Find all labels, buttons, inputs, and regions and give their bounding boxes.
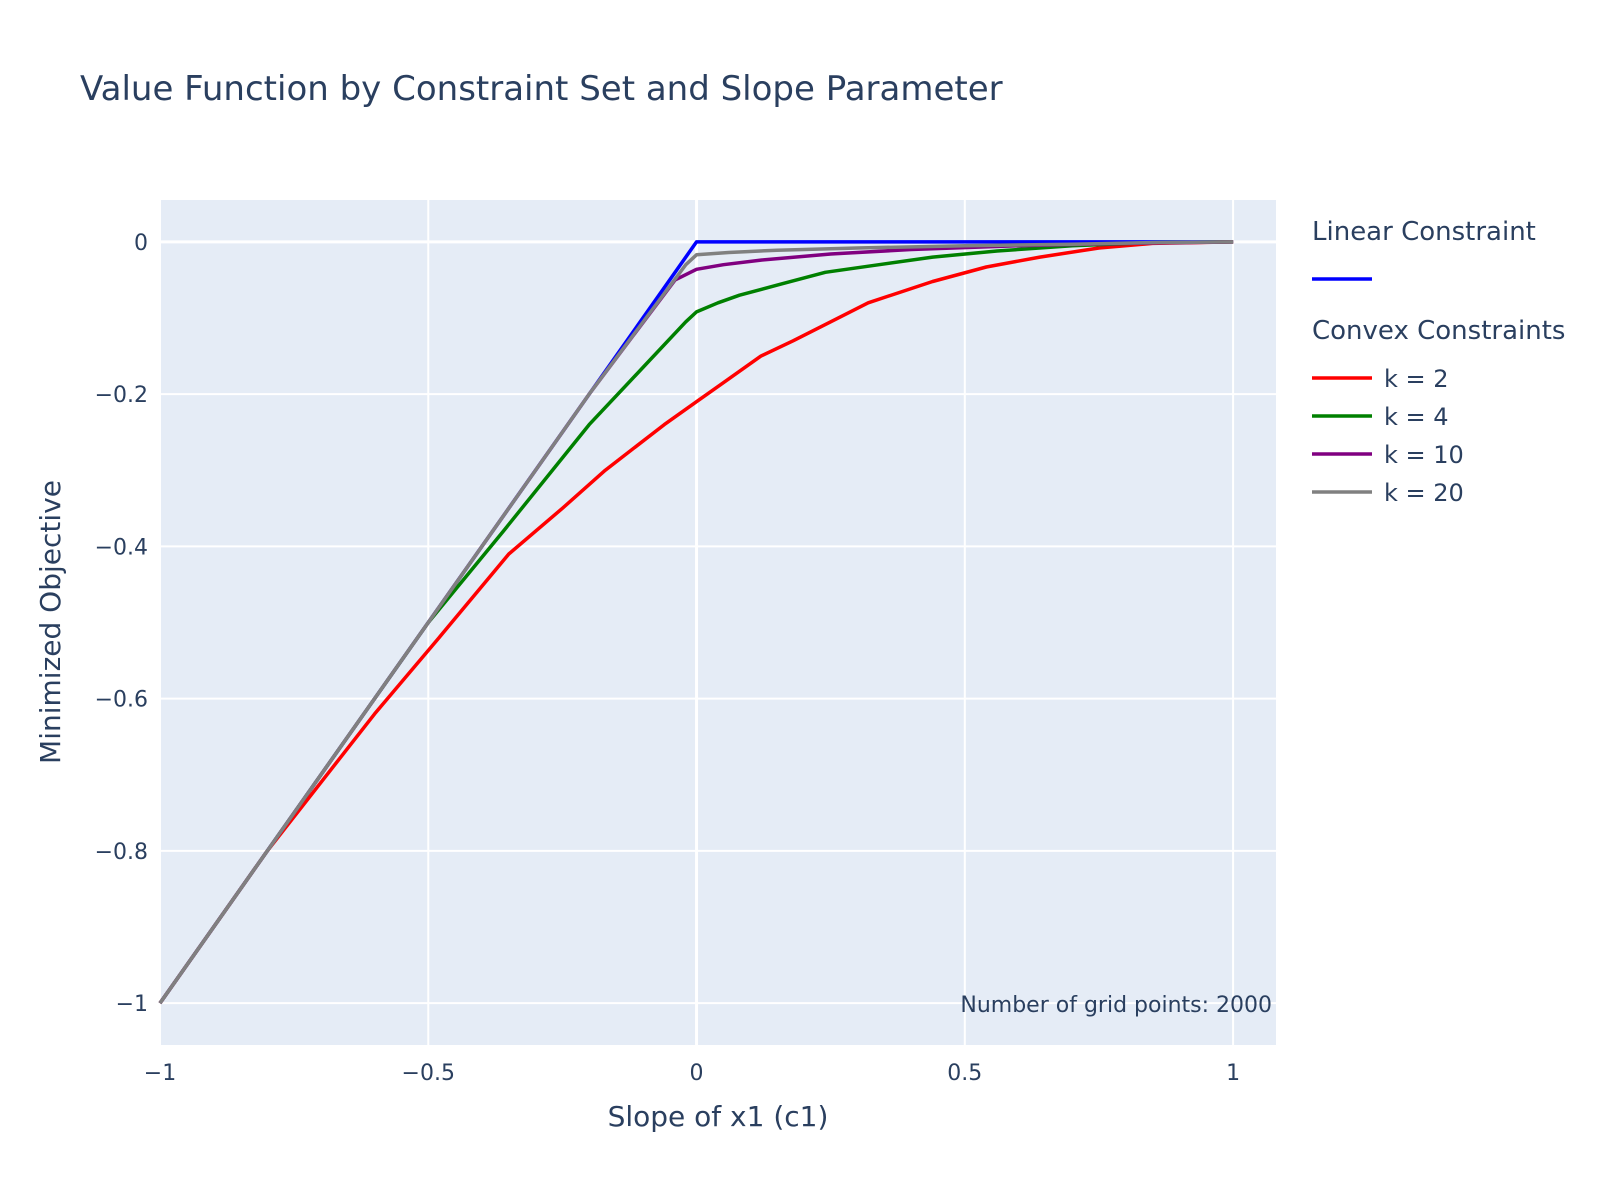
legend-label: k = 10 (1384, 441, 1464, 469)
y-axis-title: Minimized Objective (34, 480, 67, 764)
x-axis-ticks: −1 −0.5 0 0.5 1 (144, 1061, 1240, 1086)
x-tick-label: −0.5 (402, 1061, 455, 1086)
legend: Linear Constraint Convex Constraints k = 2… (1312, 217, 1565, 507)
y-tick-label: 0 (134, 231, 148, 256)
legend-group-title: Convex Constraints (1312, 316, 1565, 346)
plot-area (160, 200, 1276, 1045)
x-tick-label: 1 (1226, 1061, 1240, 1086)
x-tick-label: −1 (144, 1061, 176, 1086)
y-axis-ticks: 0 −0.2 −0.4 −0.6 −0.8 −1 (95, 231, 148, 1017)
y-tick-label: −0.2 (95, 383, 148, 408)
x-tick-label: 0 (690, 1061, 704, 1086)
x-axis-title: Slope of x1 (c1) (608, 1100, 829, 1133)
y-tick-label: −0.8 (95, 840, 148, 865)
legend-label: k = 2 (1384, 365, 1449, 393)
y-tick-label: −0.6 (95, 688, 148, 713)
grid-points-annotation: Number of grid points: 2000 (960, 993, 1272, 1018)
series-layer (158, 240, 1234, 1005)
y-tick-label: −0.4 (95, 535, 148, 560)
series-line-4 (158, 240, 1234, 1005)
x-tick-label: 0.5 (947, 1061, 982, 1086)
legend-group-title: Linear Constraint (1312, 217, 1536, 247)
series-line-1 (158, 240, 1234, 1005)
legend-label: k = 4 (1384, 403, 1449, 431)
legend-label: k = 20 (1384, 479, 1464, 507)
chart-title: Value Function by Constraint Set and Slo… (80, 69, 1003, 109)
y-tick-label: −1 (116, 992, 148, 1017)
